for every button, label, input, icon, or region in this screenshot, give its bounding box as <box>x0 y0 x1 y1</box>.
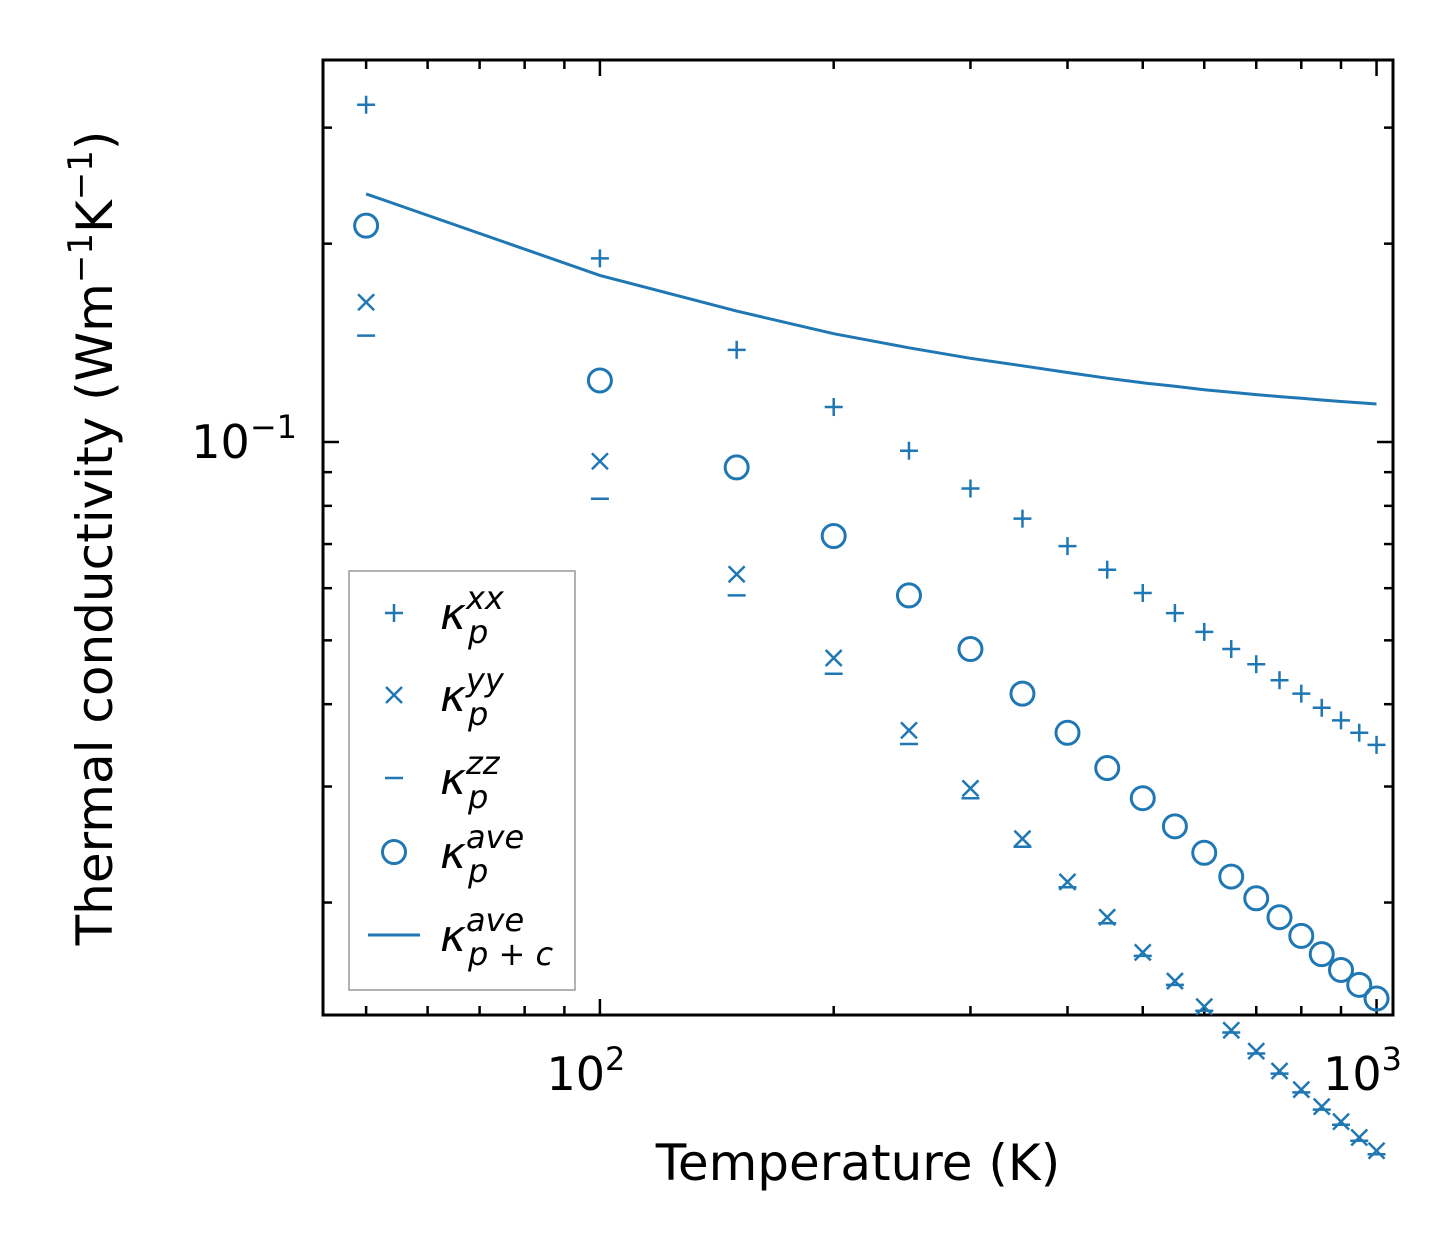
data-point <box>1222 640 1241 659</box>
data-point <box>1094 755 1121 782</box>
legend-marker <box>385 604 403 622</box>
y-axis-label: Thermal conductivity (Wm−1K−1) <box>61 131 124 947</box>
x-tick-label: 103 <box>1323 1040 1402 1101</box>
data-point <box>1292 684 1311 703</box>
data-point <box>1222 1021 1241 1040</box>
data-point <box>820 523 847 550</box>
data-point <box>1247 1042 1266 1060</box>
data-point <box>895 582 922 609</box>
data-point <box>586 367 613 394</box>
data-point <box>824 398 843 417</box>
data-point <box>1243 885 1270 912</box>
legend-label: κzz <box>440 744 501 805</box>
data-point <box>1367 1141 1386 1160</box>
data-point <box>1218 863 1245 890</box>
legend-subscript: p <box>467 613 488 651</box>
data-point <box>1308 941 1335 968</box>
data-point <box>1013 829 1032 848</box>
data-point <box>957 636 984 663</box>
data-point <box>1009 680 1036 707</box>
data-point <box>1363 985 1390 1012</box>
data-point <box>899 441 918 460</box>
data-point <box>824 649 843 667</box>
legend-label: κave <box>440 818 524 879</box>
data-point <box>1367 735 1386 754</box>
data-point <box>357 95 376 114</box>
data-point <box>1350 1128 1369 1147</box>
data-point <box>1332 1112 1350 1131</box>
data-point <box>727 340 746 359</box>
data-point <box>1166 972 1184 990</box>
data-point <box>1270 671 1289 690</box>
legend-subscript: p <box>467 852 488 890</box>
data-point <box>1098 560 1117 579</box>
data-point <box>1266 904 1293 931</box>
y-tick-label: 10−1 <box>191 408 297 469</box>
series-x <box>357 293 1386 1160</box>
data-point <box>1165 604 1184 623</box>
data-point <box>1195 622 1214 641</box>
data-point <box>1247 655 1266 674</box>
data-point <box>590 249 609 268</box>
data-point <box>961 479 980 498</box>
series-circle <box>353 212 1390 1012</box>
data-series <box>353 95 1390 1160</box>
legend-subscript: p <box>467 778 488 816</box>
data-point <box>900 721 918 740</box>
series-line <box>365 192 1377 406</box>
data-point <box>1058 537 1077 556</box>
data-point <box>1350 723 1369 742</box>
legend-marker <box>381 839 407 865</box>
legend-label: κxx <box>440 579 505 640</box>
legend-label: κave <box>440 901 524 962</box>
axis-tick-labels: 102 103 10−1 <box>191 408 1402 1101</box>
data-point <box>1133 943 1152 962</box>
data-point <box>727 565 746 584</box>
x-tick-label: 102 <box>546 1040 625 1101</box>
data-point <box>1288 922 1315 949</box>
data-point <box>1013 509 1032 528</box>
series-line <box>365 192 1377 406</box>
data-point <box>1270 1062 1289 1080</box>
plot-frame <box>321 58 1395 1017</box>
series-hline <box>357 334 1386 1156</box>
legend-subscript: p <box>467 695 488 733</box>
data-point <box>961 779 980 798</box>
data-point <box>723 454 750 481</box>
data-point <box>1191 839 1218 866</box>
legend-box <box>348 570 576 991</box>
data-point <box>1332 711 1351 730</box>
data-point <box>1312 698 1331 717</box>
data-point <box>1312 1097 1331 1116</box>
legend-subscript: p + c <box>467 935 553 973</box>
data-point <box>353 212 380 239</box>
series-plus <box>357 95 1386 754</box>
legend-label: κyy <box>440 661 505 722</box>
data-point <box>357 293 376 312</box>
axis-ticks <box>323 60 1393 1015</box>
legend-marker <box>385 686 403 704</box>
data-point <box>1292 1080 1311 1099</box>
data-point <box>1161 813 1188 840</box>
data-point <box>1054 719 1081 746</box>
data-point <box>1129 785 1156 812</box>
data-point <box>1328 956 1355 983</box>
data-point <box>1346 971 1373 998</box>
x-axis-label: Temperature (K) <box>655 1134 1060 1192</box>
data-point <box>1133 583 1152 602</box>
data-point <box>591 452 609 471</box>
